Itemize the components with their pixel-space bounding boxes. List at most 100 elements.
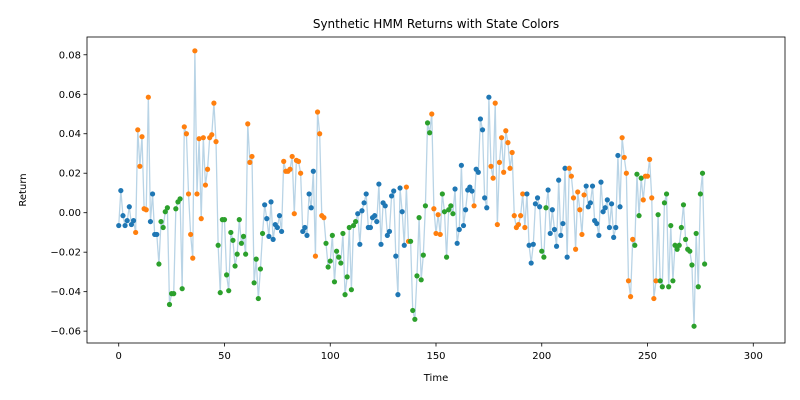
data-point (388, 193, 395, 199)
data-point (427, 130, 433, 136)
data-point (659, 284, 665, 290)
data-point (431, 206, 437, 212)
data-point (149, 191, 156, 197)
data-point (395, 292, 401, 298)
data-point (357, 241, 363, 247)
data-point (424, 120, 431, 126)
data-point (623, 170, 629, 176)
data-point (479, 127, 486, 133)
data-point (243, 251, 249, 257)
data-point (147, 218, 154, 225)
data-point (403, 184, 409, 190)
data-point (344, 274, 350, 280)
data-point (604, 197, 610, 203)
data-point (448, 203, 454, 209)
data-point (342, 292, 348, 298)
data-point (367, 224, 374, 231)
data-point (166, 301, 173, 308)
data-point (213, 139, 219, 145)
data-point (490, 175, 496, 181)
data-point (384, 232, 390, 239)
data-point (450, 211, 456, 217)
data-point (372, 213, 378, 219)
data-point (564, 254, 570, 260)
data-point (192, 48, 198, 54)
data-point (661, 200, 668, 206)
data-point (636, 213, 642, 219)
data-point (649, 195, 655, 201)
y-tick-label: 0.00 (59, 208, 81, 219)
data-point (353, 218, 359, 225)
x-tick-label: 200 (532, 351, 551, 362)
x-axis: 0 50 100 150 200 250 300 (116, 343, 763, 362)
data-point (340, 230, 346, 237)
data-point (173, 206, 179, 212)
data-point (363, 191, 369, 197)
data-point (651, 295, 657, 302)
data-point (630, 236, 636, 242)
data-point (355, 211, 361, 217)
data-point (501, 169, 507, 175)
data-point (530, 241, 536, 247)
data-point (382, 203, 388, 209)
data-point (598, 179, 604, 185)
data-point (270, 236, 276, 242)
data-point (456, 226, 462, 233)
data-point (257, 266, 264, 272)
data-point (507, 165, 513, 171)
data-point (577, 207, 583, 213)
data-point (676, 242, 682, 248)
data-point (625, 278, 632, 284)
data-point (224, 272, 230, 278)
data-point (702, 261, 708, 267)
data-point (632, 242, 638, 248)
data-point (245, 121, 251, 127)
data-point (553, 243, 560, 249)
data-point (251, 280, 257, 286)
y-tick-label: −0.02 (50, 248, 81, 259)
data-point (416, 215, 422, 221)
data-point (520, 191, 526, 197)
data-point (276, 213, 283, 219)
data-point (378, 241, 384, 247)
data-point (511, 213, 517, 219)
data-point (670, 278, 676, 284)
data-point (566, 165, 572, 171)
data-point (401, 242, 407, 248)
data-point (655, 212, 661, 218)
data-point (573, 246, 579, 252)
y-tick-label: 0.06 (59, 90, 81, 101)
x-axis-label: Time (423, 373, 448, 384)
data-point (647, 156, 653, 162)
data-point (164, 205, 170, 211)
data-point (439, 191, 445, 197)
data-point (663, 191, 670, 197)
data-point (558, 232, 564, 239)
data-point (304, 232, 310, 239)
data-point (325, 264, 331, 270)
data-point (547, 230, 553, 237)
data-point (188, 231, 194, 238)
data-point (691, 323, 697, 329)
data-point (266, 233, 272, 239)
data-point (594, 220, 600, 227)
data-point (541, 254, 547, 260)
data-point (333, 248, 340, 254)
data-point (668, 222, 674, 229)
data-point (262, 202, 268, 208)
data-point (376, 181, 382, 187)
data-point (145, 94, 151, 100)
data-point (638, 175, 644, 181)
data-point (581, 192, 587, 198)
data-point (693, 230, 699, 237)
data-point (202, 182, 209, 188)
data-point (412, 316, 418, 322)
data-point (259, 230, 266, 237)
data-point (247, 159, 253, 165)
data-point (204, 166, 211, 172)
data-point (687, 248, 693, 254)
data-point (143, 207, 149, 213)
data-point (289, 153, 295, 160)
data-point (486, 94, 492, 100)
data-point (568, 173, 574, 179)
